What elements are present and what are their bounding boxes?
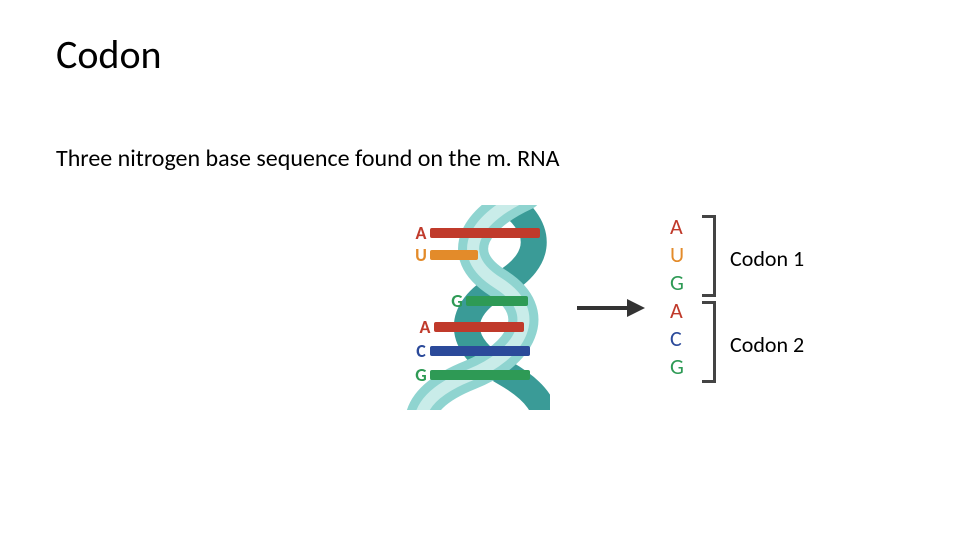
base-bar [434,322,524,332]
helix-base-row: G [412,365,530,385]
helix-base-row: G [448,291,528,311]
codon-bracket [702,215,716,297]
base-bar [430,250,478,260]
page-subtitle: Three nitrogen base sequence found on th… [56,145,560,174]
codon-letter: C [670,325,698,353]
codon-sequence-column: AUGACG [670,213,698,381]
codon-letter: A [670,297,698,325]
codon-letter: G [670,269,698,297]
base-bar [430,228,540,238]
base-bar [430,370,530,380]
base-letter: A [416,316,434,338]
codon-diagram: AUGACG AUGACG Codon 1Codon 2 [350,205,910,415]
base-bar [466,296,528,306]
arrow-icon [575,293,645,323]
helix-base-row: U [412,245,478,265]
page-title: Codon [56,30,162,79]
mrna-helix: AUGACG [350,205,550,410]
codon-letter: A [670,213,698,241]
helix-base-row: A [416,317,524,337]
codon-letter: U [670,241,698,269]
codon-label: Codon 2 [730,331,804,358]
helix-base-row: C [412,341,530,361]
base-letter: U [412,244,430,266]
base-letter: A [412,222,430,244]
base-letter: G [448,290,466,312]
codon-label: Codon 1 [730,245,804,272]
codon-letter: G [670,353,698,381]
codon-bracket [702,301,716,383]
helix-base-row: A [412,223,540,243]
base-bar [430,346,530,356]
base-letter: C [412,340,430,362]
base-letter: G [412,364,430,386]
